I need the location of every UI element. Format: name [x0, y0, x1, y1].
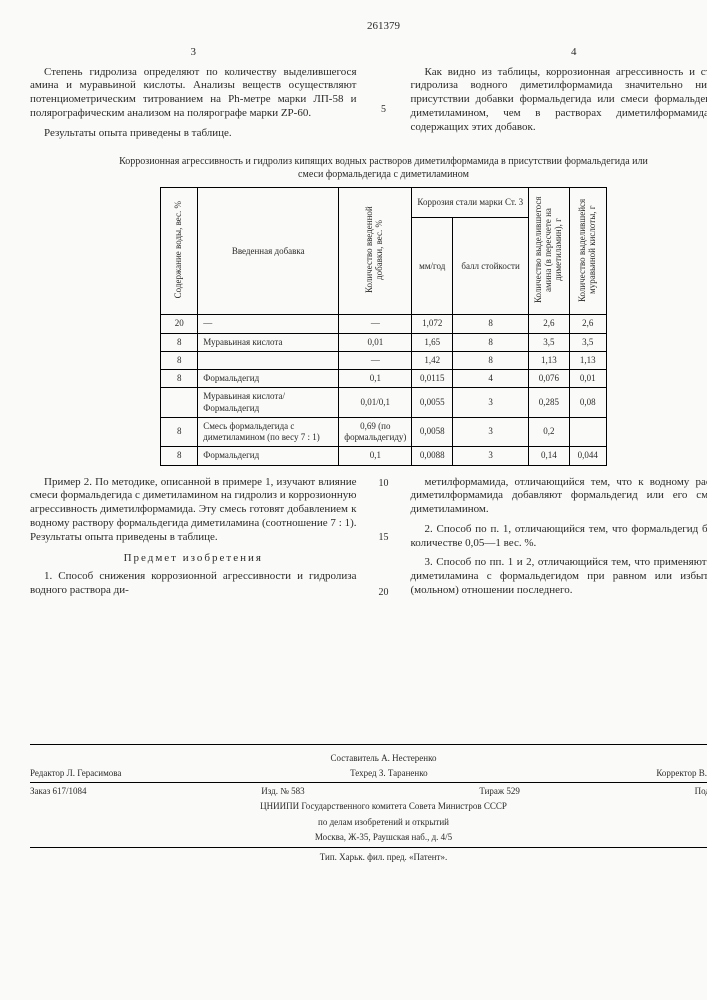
- table-cell: 0,08: [569, 388, 606, 418]
- table-cell: 0,0058: [412, 417, 453, 447]
- table-cell: 0,2: [529, 417, 570, 447]
- table-cell: 8: [161, 370, 198, 388]
- th-corrosion: Коррозия стали марки Ст. 3: [412, 188, 529, 218]
- table-cell: 8: [161, 417, 198, 447]
- col-num-left: 3: [30, 46, 357, 60]
- left-column: 3 Степень гидролиза определяют по количе…: [30, 46, 357, 147]
- lower-right: метилформамида, отличающийся тем, что к …: [411, 476, 707, 604]
- table-cell: 2,6: [569, 315, 606, 333]
- table-cell: 1,65: [412, 333, 453, 351]
- example-2: Пример 2. По методике, описанной в приме…: [30, 476, 357, 545]
- right-column: 4 Как видно из таблицы, коррозионная агр…: [411, 46, 707, 147]
- address: Москва, Ж-35, Раушская наб., д. 4/5: [30, 832, 707, 843]
- table-cell: 3,5: [529, 333, 570, 351]
- table-cell: —: [339, 351, 412, 369]
- table-cell: —: [339, 315, 412, 333]
- footer: Составитель А. Нестеренко Редактор Л. Ге…: [30, 744, 707, 864]
- table-cell: 4: [453, 370, 529, 388]
- th-qty-added: Количество введенной добавки, вес. %: [339, 188, 412, 315]
- corrector: Корректор В. Гутман: [656, 768, 707, 779]
- claim-1-end: метилформамида, отличающийся тем, что к …: [411, 476, 707, 517]
- th-water: Содержание воды, вес. %: [161, 188, 198, 315]
- data-table: Содержание воды, вес. % Введенная добавк…: [160, 187, 607, 465]
- document-number: 261379: [30, 20, 707, 34]
- table-cell: 3: [453, 388, 529, 418]
- table-cell: 0,01: [569, 370, 606, 388]
- lower-columns: Пример 2. По методике, описанной в приме…: [30, 476, 707, 604]
- upper-columns: 3 Степень гидролиза определяют по количе…: [30, 46, 707, 147]
- table-cell: 1,42: [412, 351, 453, 369]
- table-cell: 1,13: [529, 351, 570, 369]
- edition-num: Изд. № 583: [261, 786, 304, 797]
- table-cell: 0,285: [529, 388, 570, 418]
- table-caption: Коррозионная агрессивность и гидролиз ки…: [114, 156, 654, 181]
- table-row: 8Смесь формальдегида с диметиламином (по…: [161, 417, 607, 447]
- table-cell: 1,13: [569, 351, 606, 369]
- table-cell: 0,0055: [412, 388, 453, 418]
- right-para-1: Как видно из таблицы, коррозионная агрес…: [411, 66, 707, 135]
- table-cell: 3: [453, 417, 529, 447]
- editor: Редактор Л. Герасимова: [30, 768, 121, 779]
- tech-editor: Техред З. Тараненко: [350, 768, 428, 779]
- table-cell: Формальдегид: [198, 447, 339, 465]
- table-cell: 0,01/0,1: [339, 388, 412, 418]
- printer: Тип. Харьк. фил. пред. «Патент».: [30, 852, 707, 863]
- claim-2: 2. Способ по п. 1, отличающийся тем, что…: [411, 523, 707, 551]
- table-cell: 0,044: [569, 447, 606, 465]
- org-line1: ЦНИИПИ Государственного комитета Совета …: [30, 801, 707, 812]
- table-cell: 3,5: [569, 333, 606, 351]
- table-row: 20——1,07282,62,6: [161, 315, 607, 333]
- claim-3: 3. Способ по пп. 1 и 2, отличающийся тем…: [411, 556, 707, 597]
- table-cell: Формальдегид: [198, 370, 339, 388]
- table-cell: Муравьиная кислота: [198, 333, 339, 351]
- table-cell: 0,0088: [412, 447, 453, 465]
- table-cell: 2,6: [529, 315, 570, 333]
- table-cell: Смесь формальдегида с диметиламином (по …: [198, 417, 339, 447]
- table-cell: 0,1: [339, 370, 412, 388]
- table-cell: [198, 351, 339, 369]
- left-para-1: Степень гидролиза определяют по количест…: [30, 66, 357, 121]
- table-cell: Муравьиная кислота/Формальдегид: [198, 388, 339, 418]
- th-grade: балл стойкости: [453, 218, 529, 315]
- th-acid: Количество выделившейся муравьиной кисло…: [569, 188, 606, 315]
- table-cell: 0,0115: [412, 370, 453, 388]
- compiler: Составитель А. Нестеренко: [30, 753, 707, 764]
- th-amine: Количество выделившегося амина (в пересч…: [529, 188, 570, 315]
- subscription: Подписное: [695, 786, 707, 797]
- line-mark-5: 5: [377, 46, 391, 147]
- table-cell: 8: [161, 351, 198, 369]
- table-cell: 0,69 (по формальдегиду): [339, 417, 412, 447]
- table-row: 8Формальдегид0,10,008830,140,044: [161, 447, 607, 465]
- table-row: 8Муравьиная кислота0,011,6583,53,5: [161, 333, 607, 351]
- invention-subject-title: Предмет изобретения: [30, 552, 357, 566]
- table-cell: 0,076: [529, 370, 570, 388]
- line-marks-col: 10 15 20: [377, 476, 391, 604]
- table-cell: 8: [453, 333, 529, 351]
- org-line2: по делам изобретений и открытий: [30, 817, 707, 828]
- table-row: 8—1,4281,131,13: [161, 351, 607, 369]
- left-para-2: Результаты опыта приведены в таблице.: [30, 127, 357, 141]
- table-cell: 20: [161, 315, 198, 333]
- lower-left: Пример 2. По методике, описанной в приме…: [30, 476, 357, 604]
- table-cell: 3: [453, 447, 529, 465]
- table-cell: 8: [161, 333, 198, 351]
- table-cell: —: [198, 315, 339, 333]
- order-num: Заказ 617/1084: [30, 786, 87, 797]
- table-row: 8Формальдегид0,10,011540,0760,01: [161, 370, 607, 388]
- th-mmyear: мм/год: [412, 218, 453, 315]
- table-cell: 1,072: [412, 315, 453, 333]
- th-additive: Введенная добавка: [198, 188, 339, 315]
- claim-1-start: 1. Способ снижения коррозионной агрессив…: [30, 570, 357, 598]
- col-num-right: 4: [411, 46, 707, 60]
- table-cell: 0,1: [339, 447, 412, 465]
- table-cell: 8: [161, 447, 198, 465]
- table-cell: [569, 417, 606, 447]
- table-cell: 0,01: [339, 333, 412, 351]
- table-cell: 8: [453, 315, 529, 333]
- table-cell: 0,14: [529, 447, 570, 465]
- print-run: Тираж 529: [479, 786, 520, 797]
- table-row: Муравьиная кислота/Формальдегид0,01/0,10…: [161, 388, 607, 418]
- table-cell: [161, 388, 198, 418]
- table-cell: 8: [453, 351, 529, 369]
